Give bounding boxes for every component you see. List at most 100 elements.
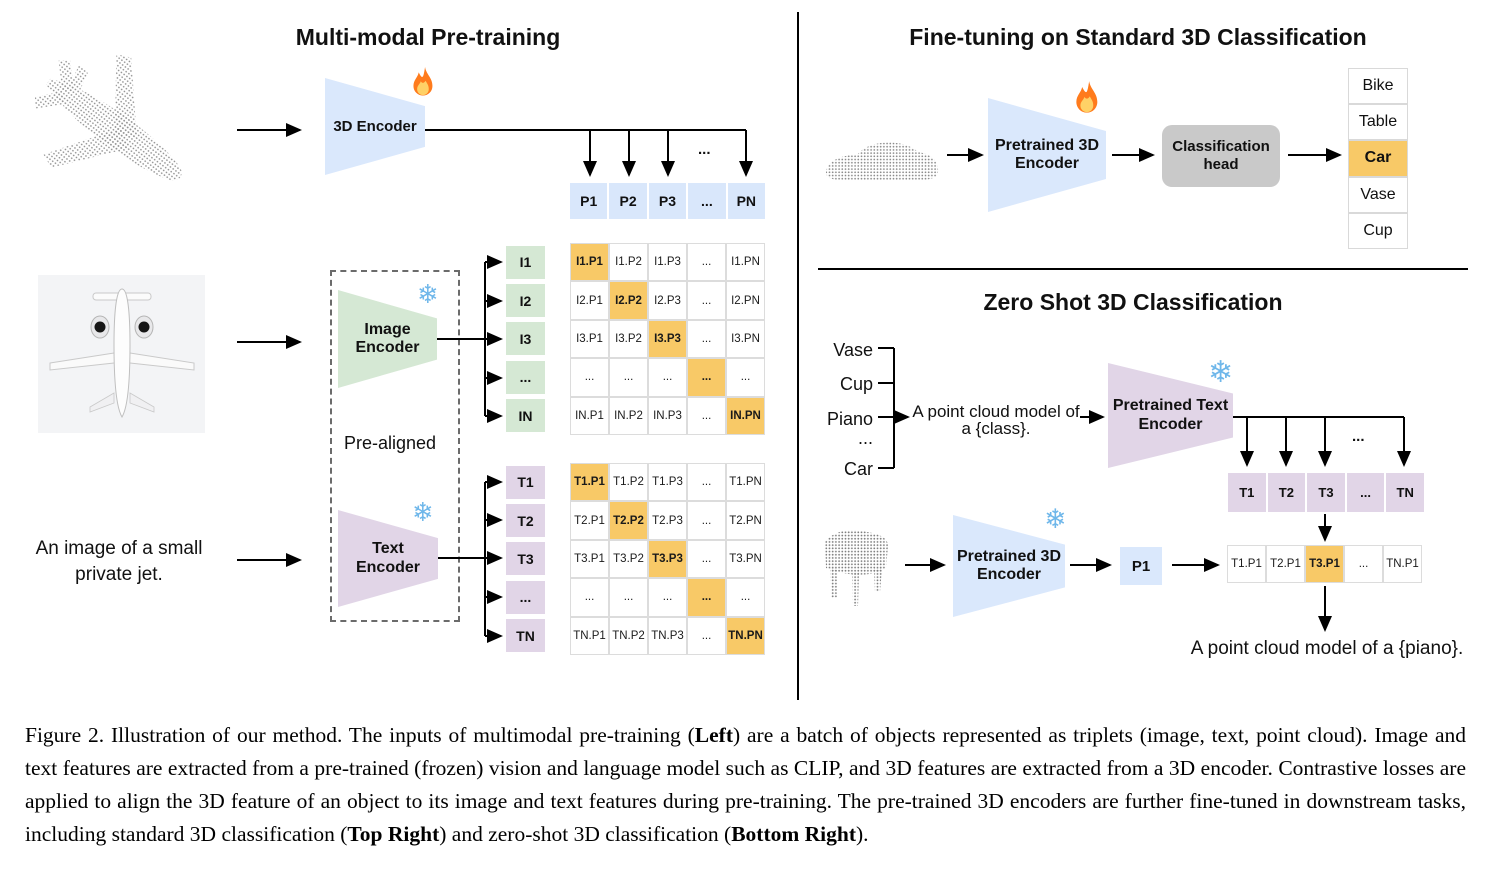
- image-point-matrix-cell: IN.P2: [609, 396, 648, 435]
- image-point-matrix-diagonal-cell: I2.P2: [609, 281, 648, 320]
- text-point-matrix-cell: TN.P1: [570, 616, 609, 655]
- text-point-matrix-cell: ...: [726, 578, 765, 617]
- snowflake-icon: ❄: [412, 498, 434, 528]
- p-header-cell: P2: [609, 183, 647, 219]
- image-point-matrix-diagonal-cell: I3.P3: [648, 319, 687, 359]
- text-input-line2: private jet.: [75, 564, 163, 585]
- p-feature-row: P1 P2 P3... PN: [570, 183, 765, 219]
- text-point-matrix-cell: ...: [570, 578, 609, 617]
- text-point-matrix-diagonal-cell: TN.PN: [726, 616, 765, 655]
- text-point-matrix-cell: ...: [609, 578, 648, 617]
- caption-bold-segment: Top Right: [347, 822, 440, 846]
- image-point-matrix-cell: I2.P3: [648, 281, 687, 320]
- vertical-divider: [797, 12, 799, 700]
- text-encoder-label-1: Text: [372, 540, 404, 558]
- airplane-point-cloud: [35, 54, 182, 181]
- text-point-matrix-cell: ...: [687, 463, 726, 502]
- image-point-matrix-cell: I1.P2: [609, 243, 648, 282]
- zeroshot-t-cell: ...: [1346, 473, 1385, 512]
- zeroshot-result-cell: ...: [1344, 545, 1383, 583]
- zeroshot-result-row: T1.P1 T2.P1 T3.P1... TN.P1: [1227, 545, 1422, 583]
- image-point-matrix-cell: I1.P3: [648, 243, 687, 282]
- image-point-matrix-cell: IN.P1: [570, 396, 609, 435]
- text-encoder-label-2: Encoder: [355, 558, 420, 576]
- zeroshot-t-cell: T3: [1307, 473, 1345, 512]
- figure-caption: Figure 2. Illustration of our method. Th…: [25, 719, 1466, 851]
- zeroshot-class-ellipsis: ...: [857, 428, 873, 448]
- encoder-3d-label: 3D Encoder: [333, 117, 417, 135]
- image-feature-cell: I1: [506, 245, 545, 279]
- classification-head: Classification head: [1162, 125, 1280, 187]
- pretrained-3d-encoder-label-1: Pretrained 3D: [994, 136, 1100, 154]
- class-list-cell: Vase: [1348, 176, 1408, 213]
- left-section-title: Multi-modal Pre-training: [295, 24, 561, 50]
- classification-head-label-2: head: [1203, 156, 1239, 173]
- caption-bold-segment: Left: [694, 723, 733, 747]
- image-point-matrix-cell: ...: [609, 358, 648, 397]
- text-point-matrix-cell: ...: [687, 616, 726, 655]
- fire-icon: [413, 67, 433, 96]
- caption-segment: ) and zero-shot 3D classification (: [439, 822, 732, 846]
- text-point-matrix-diagonal-cell: ...: [687, 578, 726, 617]
- text-feature-cell: T1: [506, 465, 545, 499]
- pretrained-3d-encoder-zs-label-2: Encoder: [976, 566, 1041, 583]
- text-point-matrix-diagonal-cell: T2.P2: [609, 501, 648, 540]
- zeroshot-result-cell: TN.P1: [1383, 545, 1422, 583]
- image-point-matrix-cell: ...: [687, 281, 726, 320]
- horizontal-divider: [818, 268, 1468, 270]
- prompt-text: A point cloud model of a {class}.: [906, 403, 1086, 437]
- p-header-cell: P3: [648, 183, 687, 219]
- pretrained-text-encoder-label-2: Encoder: [1138, 415, 1203, 433]
- text-feature-cell: TN: [506, 619, 545, 653]
- prompt-line2: a {class}.: [961, 419, 1031, 438]
- text-point-matrix-cell: TN.P2: [609, 616, 648, 655]
- text-input-line1: An image of a small: [35, 538, 203, 559]
- image-feature-cell: ...: [506, 360, 545, 394]
- t-row-ellipsis: ...: [1352, 428, 1365, 445]
- text-feature-column: T1 T2 T3... TN: [506, 463, 545, 655]
- image-encoder-label-1: Image: [364, 320, 411, 338]
- image-point-matrix-diagonal-cell: I1.P1: [570, 243, 609, 282]
- text-point-matrix-cell: TN.P3: [648, 616, 687, 655]
- zeroshot-t-row: T1 T2 T3... TN: [1228, 473, 1424, 512]
- text-feature-cell: T2: [506, 504, 545, 538]
- zeroshot-section-title: Zero Shot 3D Classification: [983, 289, 1283, 315]
- image-point-matrix-cell: IN.P3: [648, 396, 687, 435]
- text-point-matrix-cell: T1.P2: [609, 463, 648, 502]
- text-point-matrix-cell: T3.P1: [570, 539, 609, 579]
- image-point-matrix-cell: ...: [687, 243, 726, 282]
- zeroshot-t-cell: T2: [1267, 473, 1306, 512]
- image-point-matrix-cell: I3.P2: [609, 319, 648, 359]
- p-header-cell: PN: [727, 183, 765, 219]
- piano-point-cloud: [825, 530, 888, 606]
- image-feature-column: I1 I2 I3... IN: [506, 243, 545, 435]
- text-point-matrix-diagonal-cell: T3.P3: [648, 539, 687, 579]
- text-point-matrix-cell: T2.P3: [648, 501, 687, 540]
- text-feature-cell: T3: [506, 542, 545, 576]
- snowflake-icon: ❄: [417, 280, 439, 310]
- p-header-cell: ...: [688, 183, 726, 219]
- airplane-photo: [38, 275, 205, 433]
- image-feature-cell: I2: [506, 284, 545, 318]
- caption-segment: ) are a batch of objects represented as …: [25, 723, 1466, 846]
- snowflake-icon: ❄: [1208, 355, 1234, 390]
- zeroshot-class-car: Car: [843, 459, 873, 479]
- classification-head-label-1: Classification: [1172, 138, 1270, 155]
- text-point-matrix-cell: T3.P2: [609, 539, 648, 579]
- text-point-matrix-cell: ...: [687, 539, 726, 579]
- caption-segment: Figure 2. Illustration of our method. Th…: [25, 723, 695, 747]
- zeroshot-class-piano: Piano: [826, 409, 873, 429]
- p-row-ellipsis: ...: [698, 141, 711, 158]
- text-input: An image of a small private jet.: [19, 536, 219, 588]
- finetune-section-title: Fine-tuning on Standard 3D Classificatio…: [909, 24, 1367, 50]
- fire-icon: [1076, 81, 1098, 113]
- text-point-matrix-diagonal-cell: T1.P1: [570, 463, 609, 502]
- image-encoder-label-2: Encoder: [355, 339, 420, 356]
- caption-segment: ).: [856, 822, 869, 846]
- caption-bold-segment: Bottom Right: [731, 822, 857, 846]
- zeroshot-result-cell: T3.P1: [1305, 545, 1344, 583]
- pretrained-3d-encoder-label-2: Encoder: [1014, 155, 1079, 172]
- zeroshot-result-text: A point cloud model of a {piano}.: [1190, 638, 1464, 659]
- image-point-matrix-cell: ...: [648, 358, 687, 397]
